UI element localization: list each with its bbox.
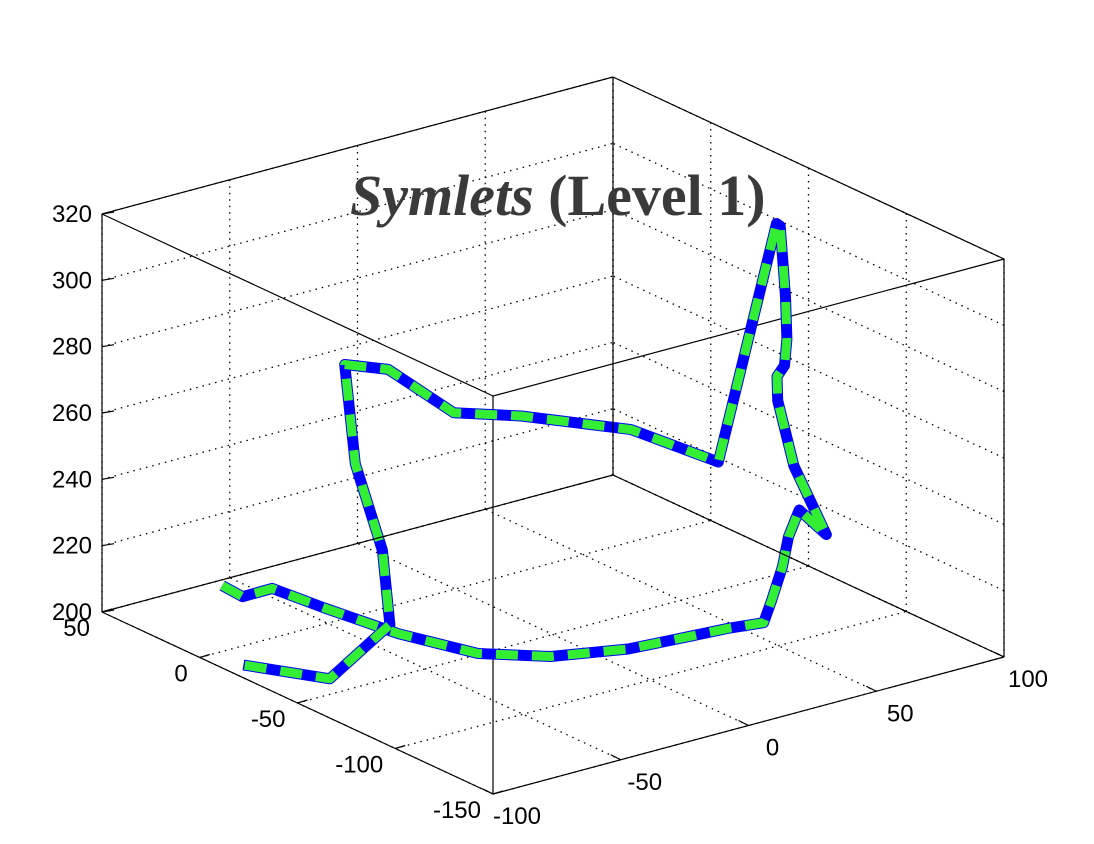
y-tick-label: 0 <box>174 661 187 688</box>
tick-mark <box>101 410 115 414</box>
tick-mark <box>610 754 622 761</box>
tick-mark <box>101 211 115 215</box>
x-tick-label: 0 <box>766 735 779 762</box>
chart-title-rest: (Level 1) <box>534 163 766 228</box>
axes-box-front <box>101 77 1005 658</box>
tick-mark <box>993 651 1005 658</box>
grid-line <box>612 341 1005 525</box>
z-tick-label: 240 <box>52 466 92 493</box>
y-tick-label: 50 <box>63 615 90 642</box>
box-edge <box>101 213 494 397</box>
y-tick-label: -50 <box>251 706 286 733</box>
series-line-2 <box>220 219 831 684</box>
x-tick-label: -100 <box>493 803 541 830</box>
tick-mark <box>101 277 115 281</box>
chart-title: Symlets (Level 1) <box>350 163 766 228</box>
x-tick-label: 50 <box>887 700 914 727</box>
grid-line <box>612 142 1005 326</box>
tick-mark <box>395 744 406 750</box>
box-edge <box>101 474 614 613</box>
chart-title-italic: Symlets <box>350 163 534 228</box>
z-tick-label: 220 <box>52 533 92 560</box>
box-edge <box>101 76 614 215</box>
grid-line <box>612 209 1005 393</box>
z-tick-label: 320 <box>52 201 92 228</box>
z-tick-label: 200 <box>52 599 92 626</box>
y-tick-label: -150 <box>433 797 481 824</box>
z-tick-label: 260 <box>52 400 92 427</box>
x-tick-label: 100 <box>1008 666 1048 693</box>
tick-mark <box>101 344 115 348</box>
tick-mark <box>492 790 504 795</box>
box-edge <box>612 76 1005 260</box>
tick-mark <box>482 788 494 795</box>
x-tick-label: -50 <box>627 769 662 796</box>
box-edge <box>612 474 1005 658</box>
tick-mark <box>101 476 115 480</box>
z-tick-label: 300 <box>52 267 92 294</box>
series-line-1 <box>219 218 832 685</box>
y-tick-label: -100 <box>335 752 383 779</box>
tick-mark <box>297 699 308 704</box>
grid-line <box>229 577 622 761</box>
trajectory-series <box>219 218 832 685</box>
grid-line <box>395 610 907 750</box>
tick-mark <box>101 608 113 613</box>
z-tick-label: 280 <box>52 334 92 361</box>
tick-labels: 200 220 240 260 280 300 320 -150 -100 -50 0 50 -100 -… <box>52 201 1048 830</box>
grid-line <box>357 542 749 727</box>
grid-line <box>101 275 614 414</box>
grid-line <box>612 275 1005 459</box>
tick-mark <box>865 685 877 692</box>
tick-mark <box>738 719 749 727</box>
tick-mark <box>101 543 115 547</box>
tick-mark <box>199 653 210 659</box>
